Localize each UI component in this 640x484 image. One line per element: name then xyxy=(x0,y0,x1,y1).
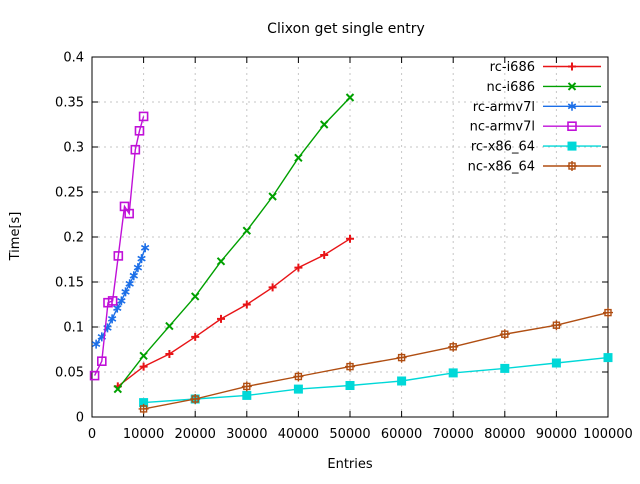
series-nc-armv7l xyxy=(89,111,149,381)
x-tick-label: 20000 xyxy=(175,427,216,442)
series-rc-i686 xyxy=(113,234,354,391)
y-axis-label: Time[s] xyxy=(8,212,23,262)
y-tick-label: 0.4 xyxy=(63,51,84,66)
y-tick-label: 0.05 xyxy=(55,366,84,381)
y-tick-label: 0.1 xyxy=(63,321,84,336)
y-tick-label: 0.35 xyxy=(55,96,84,111)
x-tick-label: 30000 xyxy=(226,427,267,442)
series-nc-i686 xyxy=(113,93,355,394)
x-tick-label: 80000 xyxy=(484,427,525,442)
x-tick-label: 40000 xyxy=(278,427,319,442)
legend: rc-i686 nc-i686 rc-armv7l nc-armv7l rc-x86_6… xyxy=(468,60,601,175)
y-tick-label: 0 xyxy=(76,411,84,426)
legend-label: rc-armv7l xyxy=(473,100,535,115)
axis-ticks xyxy=(91,56,609,418)
chart-title: Clixon get single entry xyxy=(267,21,425,37)
legend-entry-rc-armv7l: rc-armv7l xyxy=(473,100,601,115)
y-tick-labels: 0 0.05 0.1 0.15 0.2 0.25 0.3 0.35 0.4 xyxy=(55,51,84,426)
y-tick-label: 0.25 xyxy=(55,186,84,201)
legend-label: nc-armv7l xyxy=(470,120,535,135)
legend-entry-nc-x86_64: nc-x86_64 xyxy=(468,160,601,175)
series-nc-x86_64 xyxy=(138,307,613,414)
legend-entry-nc-i686: nc-i686 xyxy=(486,80,601,95)
x-tick-label: 70000 xyxy=(433,427,474,442)
legend-label: nc-i686 xyxy=(486,80,535,95)
y-tick-label: 0.2 xyxy=(63,231,84,246)
y-tick-label: 0.3 xyxy=(63,141,84,156)
series-rc-x86_64 xyxy=(139,353,613,408)
x-tick-label: 0 xyxy=(88,427,96,442)
legend-label: rc-x86_64 xyxy=(471,140,535,155)
x-tick-label: 50000 xyxy=(329,427,370,442)
x-tick-label: 10000 xyxy=(123,427,164,442)
x-axis-label: Entries xyxy=(327,457,373,472)
series-rc-armv7l xyxy=(91,243,150,349)
legend-entry-rc-x86_64: rc-x86_64 xyxy=(471,140,601,155)
legend-entry-rc-i686: rc-i686 xyxy=(490,60,601,75)
x-tick-labels: 0 10000 20000 30000 40000 50000 60000 70000 8000… xyxy=(88,427,633,442)
legend-entry-nc-armv7l: nc-armv7l xyxy=(470,120,601,135)
x-tick-label: 100000 xyxy=(583,427,633,442)
legend-label: nc-x86_64 xyxy=(468,160,535,175)
x-tick-label: 90000 xyxy=(536,427,577,442)
x-tick-label: 60000 xyxy=(381,427,422,442)
y-tick-label: 0.15 xyxy=(55,276,84,291)
legend-label: rc-i686 xyxy=(490,60,535,75)
